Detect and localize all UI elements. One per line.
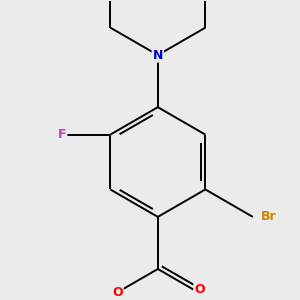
Text: N: N (153, 49, 163, 62)
Text: Br: Br (261, 210, 276, 224)
Text: O: O (194, 283, 205, 296)
Text: F: F (58, 128, 66, 141)
Text: O: O (112, 286, 123, 299)
